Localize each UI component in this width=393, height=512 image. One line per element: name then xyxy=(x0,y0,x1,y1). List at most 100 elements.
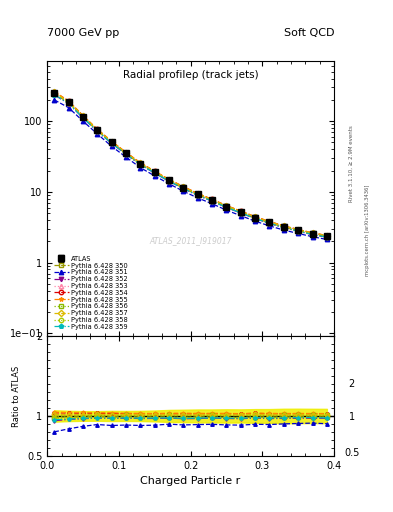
Pythia 6.428 355 xyxy=(152,168,157,174)
Pythia 6.428 358 xyxy=(109,140,114,146)
Pythia 6.428 351 xyxy=(239,212,243,219)
Pythia 6.428 358 xyxy=(195,192,200,198)
Pythia 6.428 356 xyxy=(239,209,243,215)
Pythia 6.428 354 xyxy=(224,203,229,209)
Line: Pythia 6.428 352: Pythia 6.428 352 xyxy=(52,93,329,240)
Pythia 6.428 355 xyxy=(239,208,243,214)
Line: Pythia 6.428 350: Pythia 6.428 350 xyxy=(52,92,329,239)
Pythia 6.428 355 xyxy=(224,203,229,209)
Pythia 6.428 358 xyxy=(325,234,329,240)
Pythia 6.428 351 xyxy=(253,218,257,224)
Pythia 6.428 357 xyxy=(195,191,200,197)
Pythia 6.428 355 xyxy=(267,218,272,224)
Pythia 6.428 350 xyxy=(124,151,129,157)
Pythia 6.428 353 xyxy=(310,230,315,236)
Line: Pythia 6.428 354: Pythia 6.428 354 xyxy=(52,90,329,238)
Pythia 6.428 350 xyxy=(195,191,200,198)
Pythia 6.428 357 xyxy=(66,99,71,105)
Pythia 6.428 353 xyxy=(109,139,114,145)
Pythia 6.428 357 xyxy=(124,150,129,156)
Pythia 6.428 355 xyxy=(124,150,129,156)
Pythia 6.428 355 xyxy=(95,126,100,132)
Line: Pythia 6.428 351: Pythia 6.428 351 xyxy=(52,98,329,242)
Pythia 6.428 350 xyxy=(66,99,71,105)
Pythia 6.428 359 xyxy=(224,204,229,210)
Pythia 6.428 352 xyxy=(195,193,200,199)
Pythia 6.428 355 xyxy=(109,138,114,144)
Pythia 6.428 353 xyxy=(210,197,215,203)
Pythia 6.428 352 xyxy=(181,185,186,191)
Pythia 6.428 356 xyxy=(267,219,272,225)
Pythia 6.428 352 xyxy=(109,140,114,146)
Pythia 6.428 356 xyxy=(224,203,229,209)
Pythia 6.428 356 xyxy=(138,161,143,167)
Pythia 6.428 355 xyxy=(52,89,57,95)
Pythia 6.428 350 xyxy=(253,215,257,221)
Pythia 6.428 359 xyxy=(52,92,57,98)
Pythia 6.428 358 xyxy=(310,231,315,238)
Line: Pythia 6.428 355: Pythia 6.428 355 xyxy=(52,90,329,238)
Pythia 6.428 358 xyxy=(124,151,129,157)
Pythia 6.428 357 xyxy=(281,223,286,229)
Pythia 6.428 355 xyxy=(325,232,329,239)
Pythia 6.428 351 xyxy=(52,97,57,103)
Pythia 6.428 354 xyxy=(95,126,100,133)
Pythia 6.428 356 xyxy=(109,139,114,145)
Line: Pythia 6.428 358: Pythia 6.428 358 xyxy=(52,92,329,239)
Pythia 6.428 353 xyxy=(181,184,186,190)
Pythia 6.428 353 xyxy=(195,190,200,197)
Pythia 6.428 357 xyxy=(138,160,143,166)
Pythia 6.428 350 xyxy=(152,169,157,176)
Pythia 6.428 355 xyxy=(195,190,200,197)
Pythia 6.428 352 xyxy=(81,115,85,121)
Pythia 6.428 358 xyxy=(167,178,171,184)
Pythia 6.428 355 xyxy=(167,176,171,182)
Pythia 6.428 351 xyxy=(267,223,272,229)
Pythia 6.428 355 xyxy=(281,223,286,229)
Pythia 6.428 355 xyxy=(210,196,215,202)
Pythia 6.428 354 xyxy=(138,160,143,166)
Pythia 6.428 353 xyxy=(296,227,301,233)
Pythia 6.428 355 xyxy=(253,214,257,220)
Pythia 6.428 357 xyxy=(325,233,329,239)
Pythia 6.428 352 xyxy=(52,92,57,98)
Pythia 6.428 359 xyxy=(325,234,329,240)
Pythia 6.428 351 xyxy=(138,164,143,170)
Pythia 6.428 354 xyxy=(325,232,329,239)
Pythia 6.428 355 xyxy=(310,230,315,236)
Pythia 6.428 359 xyxy=(253,216,257,222)
Pythia 6.428 351 xyxy=(81,118,85,124)
Pythia 6.428 359 xyxy=(310,231,315,238)
Pythia 6.428 354 xyxy=(81,113,85,119)
Pythia 6.428 354 xyxy=(52,89,57,95)
Pythia 6.428 354 xyxy=(210,196,215,202)
Pythia 6.428 351 xyxy=(310,233,315,240)
Pythia 6.428 356 xyxy=(181,184,186,190)
Pythia 6.428 357 xyxy=(210,197,215,203)
Pythia 6.428 359 xyxy=(296,228,301,234)
Pythia 6.428 350 xyxy=(81,114,85,120)
Y-axis label: Ratio to ATLAS: Ratio to ATLAS xyxy=(12,366,21,426)
Pythia 6.428 356 xyxy=(296,227,301,233)
Pythia 6.428 352 xyxy=(253,216,257,222)
Pythia 6.428 353 xyxy=(138,160,143,166)
Pythia 6.428 358 xyxy=(253,215,257,221)
Pythia 6.428 352 xyxy=(281,225,286,231)
Pythia 6.428 357 xyxy=(310,230,315,237)
Pythia 6.428 350 xyxy=(239,209,243,216)
Pythia 6.428 359 xyxy=(66,100,71,106)
Pythia 6.428 354 xyxy=(195,190,200,197)
Line: Pythia 6.428 353: Pythia 6.428 353 xyxy=(52,90,329,238)
Pythia 6.428 357 xyxy=(167,177,171,183)
Pythia 6.428 351 xyxy=(152,173,157,179)
Pythia 6.428 352 xyxy=(325,234,329,240)
Pythia 6.428 354 xyxy=(152,168,157,175)
Pythia 6.428 353 xyxy=(239,208,243,215)
Pythia 6.428 354 xyxy=(109,138,114,144)
Pythia 6.428 357 xyxy=(267,219,272,225)
Pythia 6.428 359 xyxy=(81,115,85,121)
Pythia 6.428 355 xyxy=(81,113,85,119)
Text: Rivet 3.1.10, ≥ 2.9M events: Rivet 3.1.10, ≥ 2.9M events xyxy=(349,125,354,202)
Pythia 6.428 359 xyxy=(210,198,215,204)
Pythia 6.428 350 xyxy=(310,231,315,237)
